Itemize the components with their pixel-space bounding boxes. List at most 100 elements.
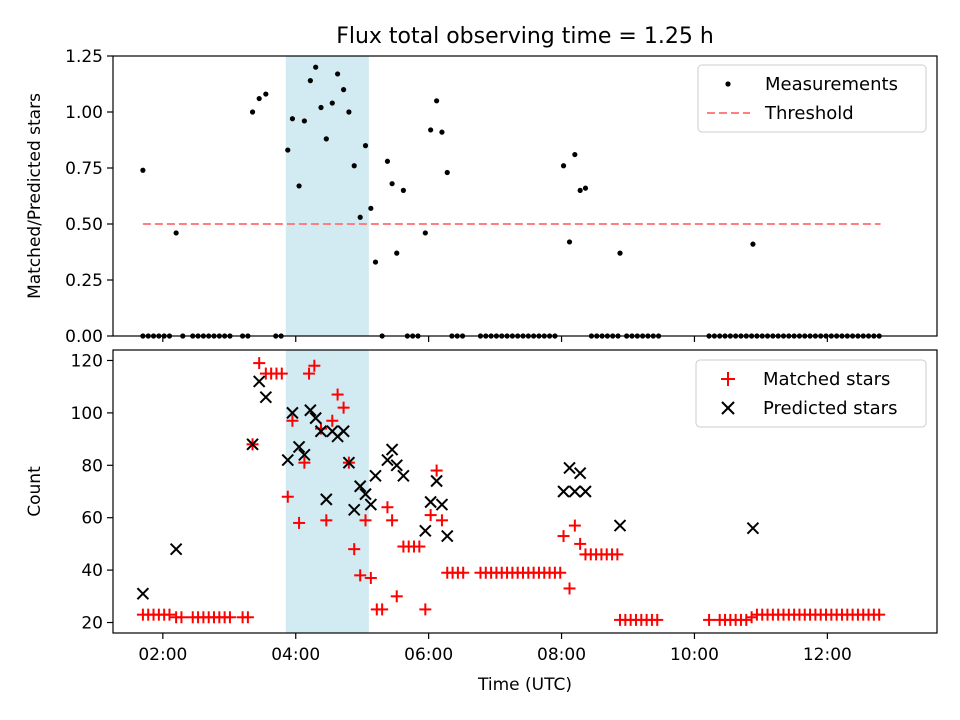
predicted-point: [563, 461, 576, 475]
predicted-point: [419, 524, 432, 538]
measurement-point: [389, 181, 395, 187]
x-tick-label: 10:00: [670, 645, 719, 665]
matched-point: [390, 590, 403, 603]
count-x-axis: 02:00 04:00 06:00 08:00 10:00 12:00: [138, 633, 852, 665]
predicted-point: [369, 469, 382, 482]
measurement-point: [422, 230, 428, 236]
measurement-point: [572, 151, 578, 158]
count-legend: Matched stars Predicted stars: [695, 359, 927, 428]
count-legend-box: [695, 359, 927, 428]
predicted-point: [613, 519, 627, 532]
matched-point: [457, 566, 470, 579]
x-tick-label: 12:00: [803, 645, 852, 665]
legend-measurements-label: Measurements: [765, 74, 898, 95]
measurement-point: [394, 250, 400, 256]
ratio-y-axis: 0.00 0.25 0.50 0.75 1.00 1.25: [65, 47, 113, 347]
predicted-point: [309, 411, 322, 425]
matched-point: [745, 611, 758, 624]
predicted-point: [136, 587, 150, 600]
legend-predicted-label: Predicted stars: [763, 398, 897, 419]
predicted-point: [252, 375, 266, 388]
observing-window-highlight-count: [285, 350, 369, 633]
measurement-point: [249, 109, 256, 115]
y-tick-label: 0.25: [65, 271, 103, 291]
legend-measurements-marker: [725, 81, 731, 87]
predicted-point: [557, 485, 570, 498]
measurement-point: [301, 118, 307, 124]
measurement-point: [140, 167, 146, 173]
measurement-point: [582, 185, 589, 191]
predicted-point: [246, 438, 259, 451]
matched-point: [175, 611, 188, 624]
series-predicted-stars: [136, 375, 760, 600]
matched-point: [419, 603, 432, 616]
measurement-point: [434, 98, 440, 104]
legend-predicted-marker: [721, 401, 735, 415]
matched-point: [554, 566, 567, 579]
count-plot-frame: [112, 349, 938, 634]
matched-point: [574, 537, 587, 550]
matched-point: [651, 613, 664, 626]
ratio-y-axis-label: Matched/Predicted stars: [25, 93, 45, 299]
predicted-point: [359, 487, 372, 501]
matched-point: [740, 613, 753, 626]
measurement-point: [750, 241, 756, 247]
matched-point: [331, 388, 344, 401]
x-tick-label: 04:00: [271, 645, 320, 665]
y-tick-label: 80: [81, 456, 103, 476]
count-y-axis-label: Count: [25, 466, 45, 517]
matched-point: [413, 540, 426, 553]
predicted-point: [435, 498, 449, 511]
measurement-point: [340, 87, 347, 93]
predicted-point: [579, 485, 592, 498]
measurement-point: [566, 239, 573, 245]
predicted-point: [385, 443, 399, 456]
predicted-point: [169, 542, 183, 556]
matched-point: [253, 357, 266, 370]
y-tick-label: 100: [71, 404, 103, 424]
y-tick-label: 0.00: [65, 327, 103, 347]
measurement-point: [617, 250, 623, 256]
y-tick-label: 20: [81, 614, 103, 634]
matched-point: [298, 456, 311, 469]
measurement-point: [289, 116, 296, 122]
matched-point: [435, 514, 448, 527]
matched-point: [703, 613, 716, 626]
predicted-point: [342, 456, 356, 469]
observing-window-highlight: [285, 56, 369, 336]
y-tick-label: 40: [81, 561, 103, 581]
predicted-point: [364, 498, 378, 511]
predicted-point: [320, 493, 333, 506]
measurement-point: [313, 64, 319, 70]
matched-point: [568, 519, 581, 532]
matched-point: [430, 464, 443, 477]
measurement-point: [263, 91, 269, 97]
ratio-x-axis-ticks: [162, 336, 828, 342]
measurement-point: [372, 259, 379, 265]
measurement-point: [318, 104, 324, 111]
y-tick-label: 0.75: [65, 159, 103, 179]
predicted-point: [314, 425, 328, 438]
predicted-point: [390, 459, 403, 472]
matched-point: [320, 514, 333, 527]
measurement-point: [351, 163, 357, 169]
predicted-point: [298, 448, 311, 462]
x-tick-label: 02:00: [138, 645, 187, 665]
measurement-point: [577, 187, 583, 193]
predicted-point: [573, 466, 587, 480]
matched-point: [337, 401, 350, 414]
measurement-point: [323, 136, 329, 142]
y-tick-label: 0.50: [65, 215, 103, 235]
ratio-plot-frame: [112, 55, 938, 337]
matched-point: [381, 501, 394, 514]
count-y-axis: 20 40 60 80 100 120: [71, 351, 113, 634]
matched-point: [326, 414, 339, 427]
measurement-point: [439, 129, 445, 135]
y-tick-label: 60: [81, 509, 103, 529]
figure-title: Flux total observing time = 1.25 h: [336, 24, 714, 49]
predicted-point: [430, 474, 443, 488]
measurement-point: [384, 158, 391, 164]
measurement-point: [307, 78, 313, 84]
predicted-point: [259, 390, 273, 404]
